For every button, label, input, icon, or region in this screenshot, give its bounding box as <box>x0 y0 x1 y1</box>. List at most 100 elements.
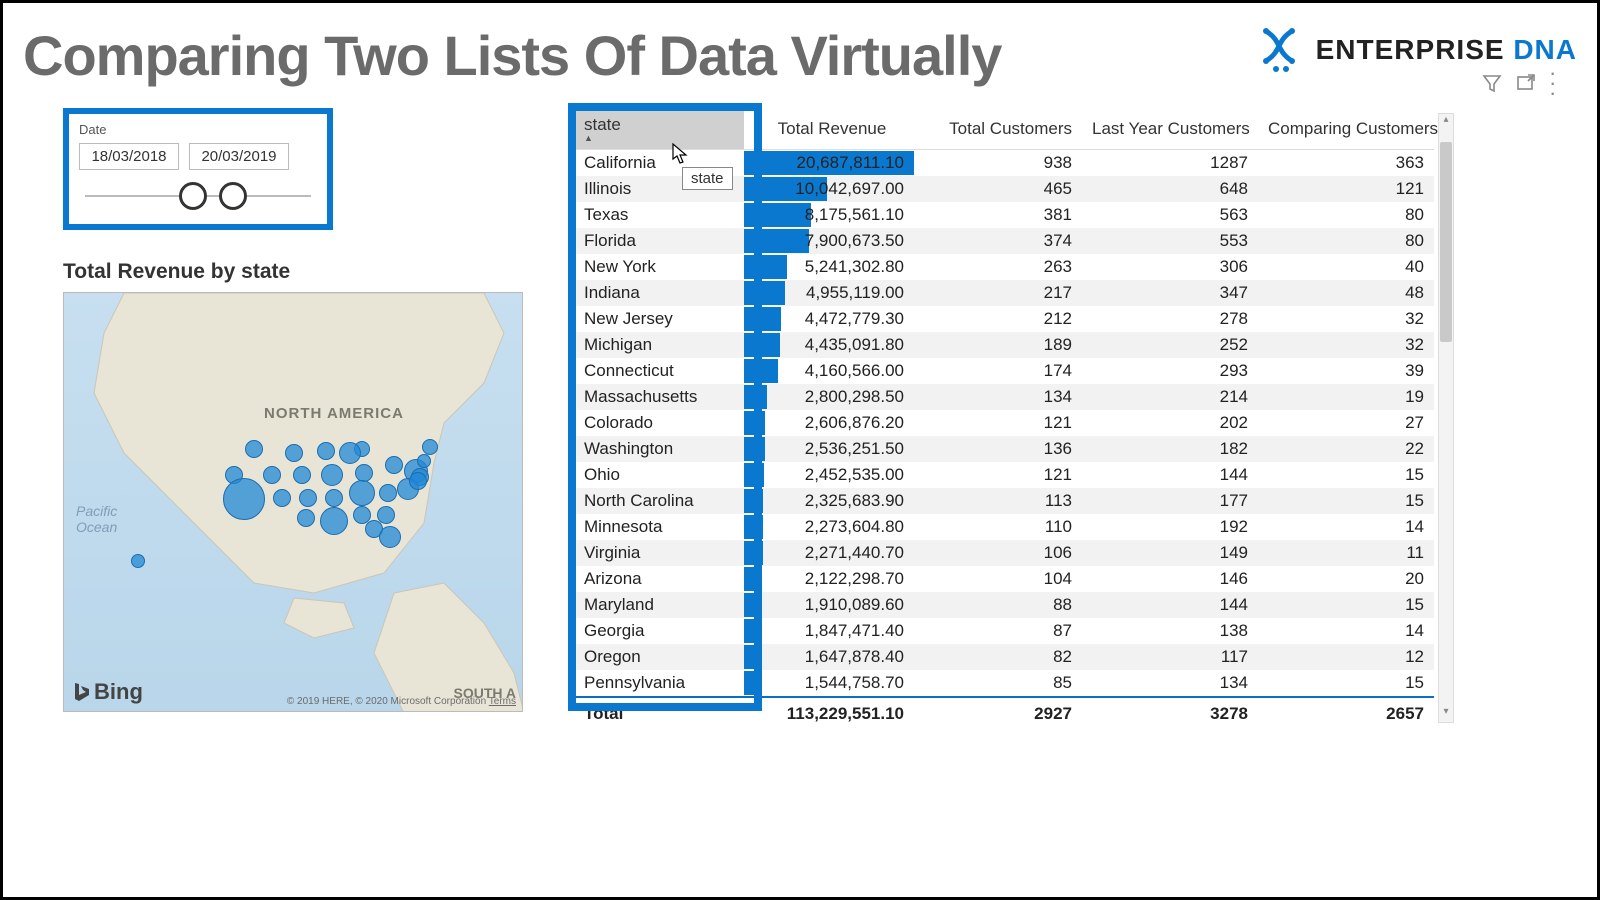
map-bubble[interactable] <box>245 440 263 458</box>
map-bubble[interactable] <box>349 480 375 506</box>
table-row[interactable]: New Jersey4,472,779.3021227832 <box>574 306 1434 332</box>
table-row[interactable]: Washington2,536,251.5013618222 <box>574 436 1434 462</box>
date-from-input[interactable]: 18/03/2018 <box>79 143 179 170</box>
map-bubble[interactable] <box>317 442 335 460</box>
map-bubble[interactable] <box>379 484 397 502</box>
revenue-bar <box>744 255 787 279</box>
cell-state[interactable]: Michigan <box>574 332 744 358</box>
table-row[interactable]: Virginia2,271,440.7010614911 <box>574 540 1434 566</box>
revenue-bar <box>744 489 763 513</box>
map-bubble[interactable] <box>297 509 315 527</box>
table-row[interactable]: Georgia1,847,471.408713814 <box>574 618 1434 644</box>
cell-state[interactable]: Washington <box>574 436 744 462</box>
table-row[interactable]: Arizona2,122,298.7010414620 <box>574 566 1434 592</box>
table-row[interactable]: Michigan4,435,091.8018925232 <box>574 332 1434 358</box>
table-header-row[interactable]: state▲ Total Revenue Total Customers Las… <box>574 109 1434 150</box>
slider-handle-to[interactable] <box>219 182 247 210</box>
cell-revenue: 2,273,604.80 <box>744 514 914 540</box>
col-header-revenue[interactable]: Total Revenue <box>744 109 914 150</box>
map-bubble[interactable] <box>379 526 401 548</box>
col-header-comparing[interactable]: Comparing Customers <box>1258 109 1434 150</box>
cell-state[interactable]: Minnesota <box>574 514 744 540</box>
table-row[interactable]: Florida7,900,673.5037455380 <box>574 228 1434 254</box>
map-bubble[interactable] <box>320 507 348 535</box>
table-row[interactable]: Indiana4,955,119.0021734748 <box>574 280 1434 306</box>
table-row[interactable]: Pennsylvania1,544,758.708513415 <box>574 670 1434 697</box>
col-header-state[interactable]: state▲ <box>574 109 744 150</box>
col-header-last-year[interactable]: Last Year Customers <box>1082 109 1258 150</box>
cell-last-year: 177 <box>1082 488 1258 514</box>
scroll-thumb[interactable] <box>1440 142 1452 342</box>
map-bubble[interactable] <box>385 456 403 474</box>
scroll-up-icon[interactable]: ▴ <box>1439 114 1453 130</box>
cell-state[interactable]: Florida <box>574 228 744 254</box>
filter-icon[interactable] <box>1481 72 1503 94</box>
cell-state[interactable]: New Jersey <box>574 306 744 332</box>
date-slider[interactable] <box>79 182 317 210</box>
cell-state[interactable]: New York <box>574 254 744 280</box>
map-bubble[interactable] <box>422 439 438 455</box>
map-bubble[interactable] <box>339 442 361 464</box>
table-row[interactable]: Connecticut4,160,566.0017429339 <box>574 358 1434 384</box>
map-bubble[interactable] <box>417 454 431 468</box>
map-bubble[interactable] <box>321 464 343 486</box>
table-row[interactable]: Maryland1,910,089.608814415 <box>574 592 1434 618</box>
scroll-down-icon[interactable]: ▾ <box>1439 706 1453 722</box>
cell-state[interactable]: Ohio <box>574 462 744 488</box>
map-bubble[interactable] <box>285 444 303 462</box>
slider-handle-from[interactable] <box>179 182 207 210</box>
table-row[interactable]: Minnesota2,273,604.8011019214 <box>574 514 1434 540</box>
map-bubble[interactable] <box>131 554 145 568</box>
total-label: Total <box>574 697 744 727</box>
cell-comparing: 39 <box>1258 358 1434 384</box>
map-bubble[interactable] <box>299 489 317 507</box>
map-bubble[interactable] <box>273 489 291 507</box>
cell-last-year: 1287 <box>1082 150 1258 177</box>
date-to-input[interactable]: 20/03/2019 <box>189 143 289 170</box>
data-table[interactable]: state▲ Total Revenue Total Customers Las… <box>573 108 1433 728</box>
revenue-bar <box>744 619 759 643</box>
map-bubble[interactable] <box>263 466 281 484</box>
cell-state[interactable]: North Carolina <box>574 488 744 514</box>
map-bubble[interactable] <box>409 472 427 490</box>
table-row[interactable]: North Carolina2,325,683.9011317715 <box>574 488 1434 514</box>
table-row[interactable]: Ohio2,452,535.0012114415 <box>574 462 1434 488</box>
cell-state[interactable]: Massachusetts <box>574 384 744 410</box>
table-row[interactable]: Massachusetts2,800,298.5013421419 <box>574 384 1434 410</box>
cell-state[interactable]: Oregon <box>574 644 744 670</box>
cell-state[interactable]: Pennsylvania <box>574 670 744 697</box>
cell-last-year: 214 <box>1082 384 1258 410</box>
cell-last-year: 182 <box>1082 436 1258 462</box>
date-slicer[interactable]: Date 18/03/2018 20/03/2019 <box>63 108 333 230</box>
table-row[interactable]: Oregon1,647,878.408211712 <box>574 644 1434 670</box>
table-row[interactable]: Colorado2,606,876.2012120227 <box>574 410 1434 436</box>
cell-comparing: 12 <box>1258 644 1434 670</box>
more-options-icon[interactable]: · · · <box>1549 72 1571 94</box>
table-row[interactable]: New York5,241,302.8026330640 <box>574 254 1434 280</box>
map-bubble[interactable] <box>293 466 311 484</box>
terms-link[interactable]: Terms <box>489 696 516 707</box>
map-bubble[interactable] <box>325 489 343 507</box>
cell-total-customers: 189 <box>914 332 1082 358</box>
cell-state[interactable]: Maryland <box>574 592 744 618</box>
cell-total-customers: 374 <box>914 228 1082 254</box>
revenue-bar <box>744 307 781 331</box>
cell-state[interactable]: Arizona <box>574 566 744 592</box>
cell-state[interactable]: Connecticut <box>574 358 744 384</box>
cell-state[interactable]: Virginia <box>574 540 744 566</box>
map-bubble[interactable] <box>223 478 265 520</box>
cell-total-customers: 121 <box>914 462 1082 488</box>
cell-state[interactable]: Georgia <box>574 618 744 644</box>
cell-comparing: 32 <box>1258 306 1434 332</box>
cell-state[interactable]: Indiana <box>574 280 744 306</box>
col-header-total-customers[interactable]: Total Customers <box>914 109 1082 150</box>
revenue-bar <box>744 593 760 617</box>
cell-state[interactable]: Texas <box>574 202 744 228</box>
map-svg <box>64 293 523 712</box>
table-scrollbar[interactable]: ▴ ▾ <box>1438 113 1454 723</box>
cell-last-year: 278 <box>1082 306 1258 332</box>
table-row[interactable]: Texas8,175,561.1038156380 <box>574 202 1434 228</box>
cell-state[interactable]: Colorado <box>574 410 744 436</box>
focus-mode-icon[interactable] <box>1515 72 1537 94</box>
map-visual[interactable]: NORTH AMERICA SOUTH A PacificOcean Bing … <box>63 292 523 712</box>
